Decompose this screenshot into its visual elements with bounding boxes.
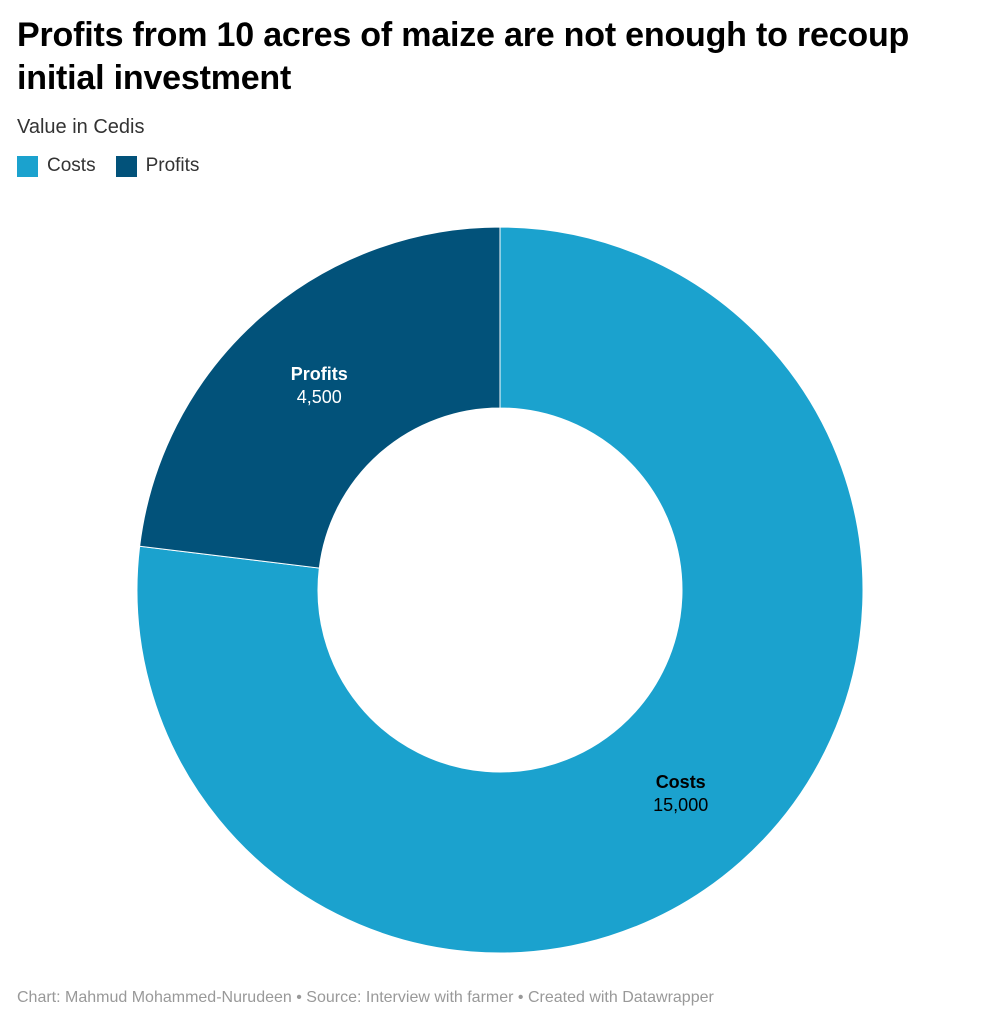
slice-profits (139, 226, 501, 569)
legend: Costs Profits (17, 155, 219, 177)
legend-swatch-costs (17, 155, 38, 177)
legend-swatch-profits (115, 155, 137, 177)
legend-label-costs: Costs (47, 155, 96, 176)
chart-title: Profits from 10 acres of maize are not e… (17, 16, 910, 97)
slice-costs (136, 226, 864, 954)
slice-label-costs: Costs (656, 772, 706, 792)
legend-item-profits: Profits (115, 155, 200, 177)
chart-footer: Chart: Mahmud Mohammed-Nurudeen • Source… (17, 989, 714, 1006)
legend-label-profits: Profits (145, 155, 200, 176)
chart-subtitle: Value in Cedis (17, 116, 145, 138)
slice-value-costs: 15,000 (653, 795, 708, 815)
slice-value-profits: 4,500 (297, 387, 342, 407)
legend-item-costs: Costs (17, 155, 96, 177)
slice-label-profits: Profits (291, 364, 348, 384)
